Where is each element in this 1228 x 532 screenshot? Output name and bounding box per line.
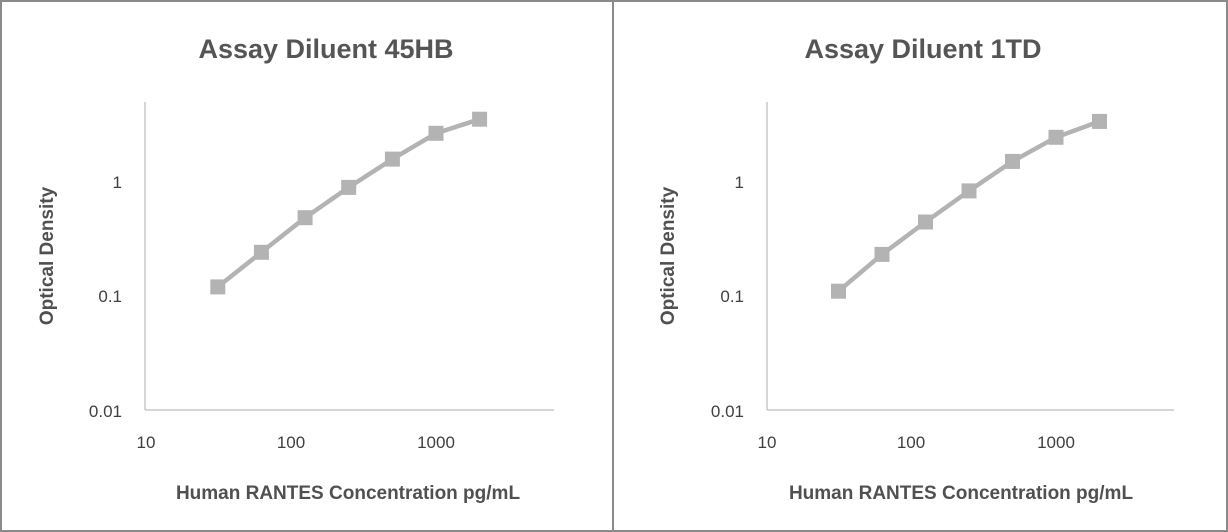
data-point-marker bbox=[384, 151, 400, 167]
y-axis-label: Optical Density bbox=[658, 186, 679, 325]
y-tick-label: 1 bbox=[113, 173, 122, 192]
data-point-marker bbox=[874, 246, 890, 262]
data-point-marker bbox=[961, 183, 977, 199]
data-point-marker bbox=[831, 283, 846, 299]
x-axis-label: Human RANTES Concentration pg/mL bbox=[789, 483, 1134, 504]
data-point-marker bbox=[1092, 113, 1107, 129]
data-point-marker bbox=[253, 244, 269, 260]
x-tick-label: 10 bbox=[137, 433, 156, 452]
y-tick-label: 1 bbox=[735, 173, 744, 192]
data-point-marker bbox=[341, 179, 357, 195]
chart-panel-1td: Assay Diluent 1TD 1 0.1 0.01 10 100 1000… bbox=[614, 2, 1226, 530]
data-point-marker bbox=[1048, 129, 1064, 145]
y-tick-label: 0.1 bbox=[720, 287, 744, 306]
chart-1td: Assay Diluent 1TD 1 0.1 0.01 10 100 1000… bbox=[658, 34, 1174, 504]
chart-title: Assay Diluent 1TD bbox=[804, 34, 1041, 64]
data-point-marker bbox=[297, 210, 313, 226]
x-tick-label: 1000 bbox=[417, 433, 455, 452]
data-point-marker bbox=[210, 279, 226, 295]
y-tick-label: 0.01 bbox=[711, 402, 744, 421]
chart-panel-45hb: Assay Diluent 45HB 1 0.1 0.01 10 100 100… bbox=[2, 2, 614, 530]
chart-45hb: Assay Diluent 45HB 1 0.1 0.01 10 100 100… bbox=[37, 34, 554, 504]
y-axis-label: Optical Density bbox=[37, 186, 58, 325]
series-line bbox=[837, 119, 1101, 293]
plot-area bbox=[831, 113, 1107, 299]
x-tick-label: 100 bbox=[277, 433, 305, 452]
chart-title: Assay Diluent 45HB bbox=[198, 34, 453, 64]
x-axis-label: Human RANTES Concentration pg/mL bbox=[176, 483, 521, 504]
x-tick-label: 1000 bbox=[1037, 433, 1075, 452]
y-tick-label: 0.01 bbox=[89, 402, 122, 421]
x-tick-label: 100 bbox=[897, 433, 925, 452]
y-tick-label: 0.1 bbox=[98, 287, 122, 306]
data-point-marker bbox=[428, 125, 444, 141]
plot-area bbox=[210, 111, 488, 295]
data-point-marker bbox=[918, 214, 933, 230]
x-tick-label: 10 bbox=[758, 433, 777, 452]
data-point-marker bbox=[472, 111, 488, 127]
series-line bbox=[216, 117, 481, 289]
data-point-marker bbox=[1005, 153, 1020, 169]
